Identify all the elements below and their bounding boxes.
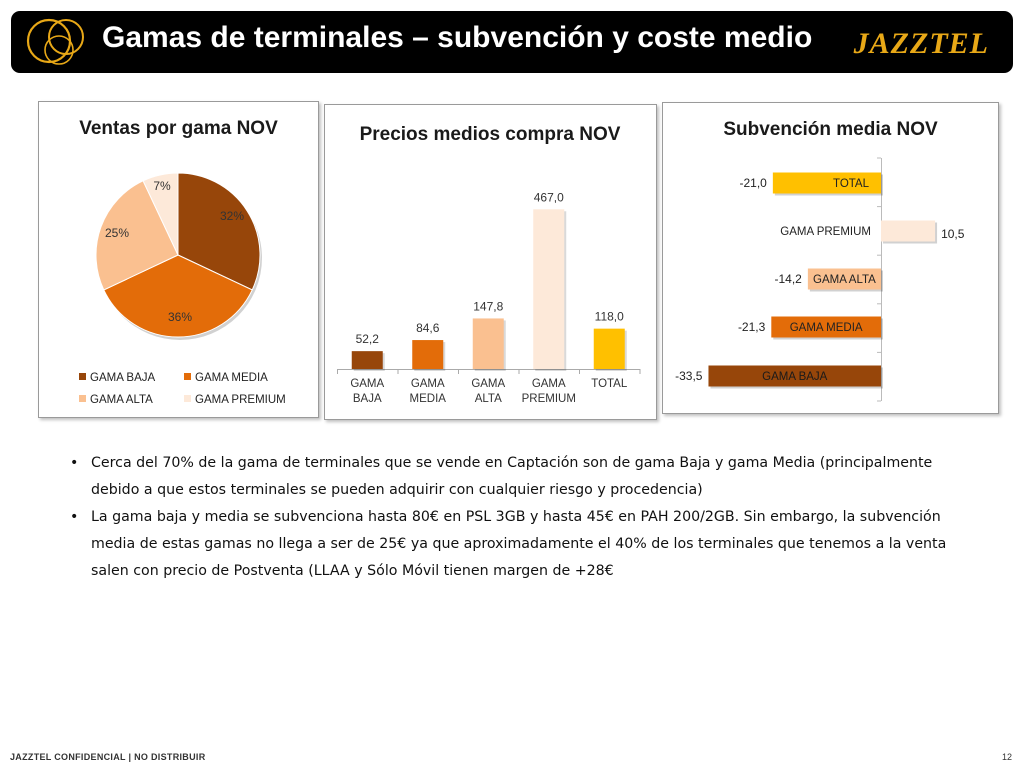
hbar-category-label: GAMA MEDIA [790,322,863,334]
brand-logo: JAZZTEL [853,27,989,60]
pie-data-label: 36% [168,310,192,324]
bullet-item: • Cerca del 70% de la gama de terminales… [70,450,975,504]
bar-gama-alta [472,318,504,369]
legend-label-gama-alta: GAMA ALTA [90,394,153,406]
pie-slice-gama-premium [142,172,179,256]
price-chart-panel: Precios medios compra NOV 52,2 GAMA BAJA 84… [324,104,657,420]
hbar-gama-alta [807,268,881,290]
page-number: 12 [1001,752,1012,762]
hbar-value-label: 10,5 [941,227,965,241]
x-tick-label: TOTAL [591,378,628,390]
pie-chart: 32% 36% 25% 7% GAMA BAJA GAMA MEDIA GAMA ALTA G… [79,172,286,406]
hbar-value-label: -14,2 [775,272,803,286]
bar-value-label: 52,2 [356,332,380,346]
hbar-gama-premium [881,220,936,242]
bar-value-label: 147,8 [473,299,503,313]
pie-chart-title: Ventas por gama NOV [79,118,278,139]
bar-gama-baja [351,351,383,369]
bar-gama-premium [533,209,565,369]
hbar-category-label: GAMA PREMIUM [780,226,871,238]
x-tick-label: GAMA [411,378,445,390]
legend-swatch-gama-baja [79,373,86,380]
bar-value-label: 467,0 [534,190,564,204]
hbar-category-label: GAMA ALTA [813,274,876,286]
footer-confidential: JAZZTEL CONFIDENCIAL | NO DISTRIBUIR [10,752,206,762]
x-tick-label: BAJA [353,393,382,405]
subsidy-chart-title: Subvención media NOV [723,119,938,140]
hbar-value-label: -33,5 [675,369,703,383]
x-tick-label: PREMIUM [522,393,576,405]
bullet-dot-icon: • [70,455,79,471]
bar-gama-media [412,340,444,369]
bullet-dot-icon: • [70,509,79,525]
x-tick-label: GAMA [471,378,505,390]
legend-swatch-gama-premium [184,395,191,402]
title-bar: Gamas de terminales – subvención y coste… [11,11,1013,73]
pie-data-label: 7% [153,179,171,193]
legend-swatch-gama-alta [79,395,86,402]
hbar-value-label: -21,0 [739,176,767,190]
pie-slice-gama-media [103,254,253,338]
pie-data-label: 32% [220,209,244,223]
hbar-gama-media [771,316,881,338]
x-tick-label: GAMA [350,378,384,390]
bar-value-label: 84,6 [416,321,440,335]
price-chart-title: Precios medios compra NOV [359,124,621,145]
bar-value-label: 118,0 [595,310,624,324]
hbar-total [772,172,881,194]
legend-swatch-gama-media [184,373,191,380]
legend-label-gama-premium: GAMA PREMIUM [195,394,286,406]
subsidy-chart-panel: Subvención media NOV TOTAL -21,0 GAMA PREM… [662,102,999,414]
x-tick-label: MEDIA [410,393,447,405]
bar-total [593,328,625,369]
legend-label-gama-media: GAMA MEDIA [195,372,268,384]
bullet-item: • La gama baja y media se subvenciona ha… [70,504,975,585]
x-tick-label: GAMA [532,378,566,390]
pie-chart-panel: Ventas por gama NOV 32% 36% 25% 7% GAMA BAJA… [38,101,319,418]
page-title: Gamas de terminales – subvención y coste… [102,21,813,54]
x-tick-label: ALTA [475,393,502,405]
pie-slice-gama-alta [95,180,179,291]
legend-label-gama-baja: GAMA BAJA [90,372,156,384]
subsidy-bar-chart: TOTAL -21,0 GAMA PREMIUM 10,5 GAMA ALTA -14,2… [675,157,965,402]
hbar-gama-baja [708,365,881,387]
bullet-list: • Cerca del 70% de la gama de terminales… [70,450,975,585]
hbar-category-label: GAMA BAJA [762,371,828,383]
pie-slice-gama-baja [177,172,261,291]
rings-logo-icon [26,18,84,65]
bullet-text: La gama baja y media se subvenciona hast… [91,509,947,579]
hbar-value-label: -21,3 [738,320,766,334]
bullet-text: Cerca del 70% de la gama de terminales q… [91,455,933,498]
pie-data-label: 25% [105,226,129,240]
price-bar-chart: 52,2 GAMA BAJA 84,6 GAMA MEDIA 147,8 GAMA ALTA 46… [337,190,641,405]
hbar-category-label: TOTAL [833,178,870,190]
